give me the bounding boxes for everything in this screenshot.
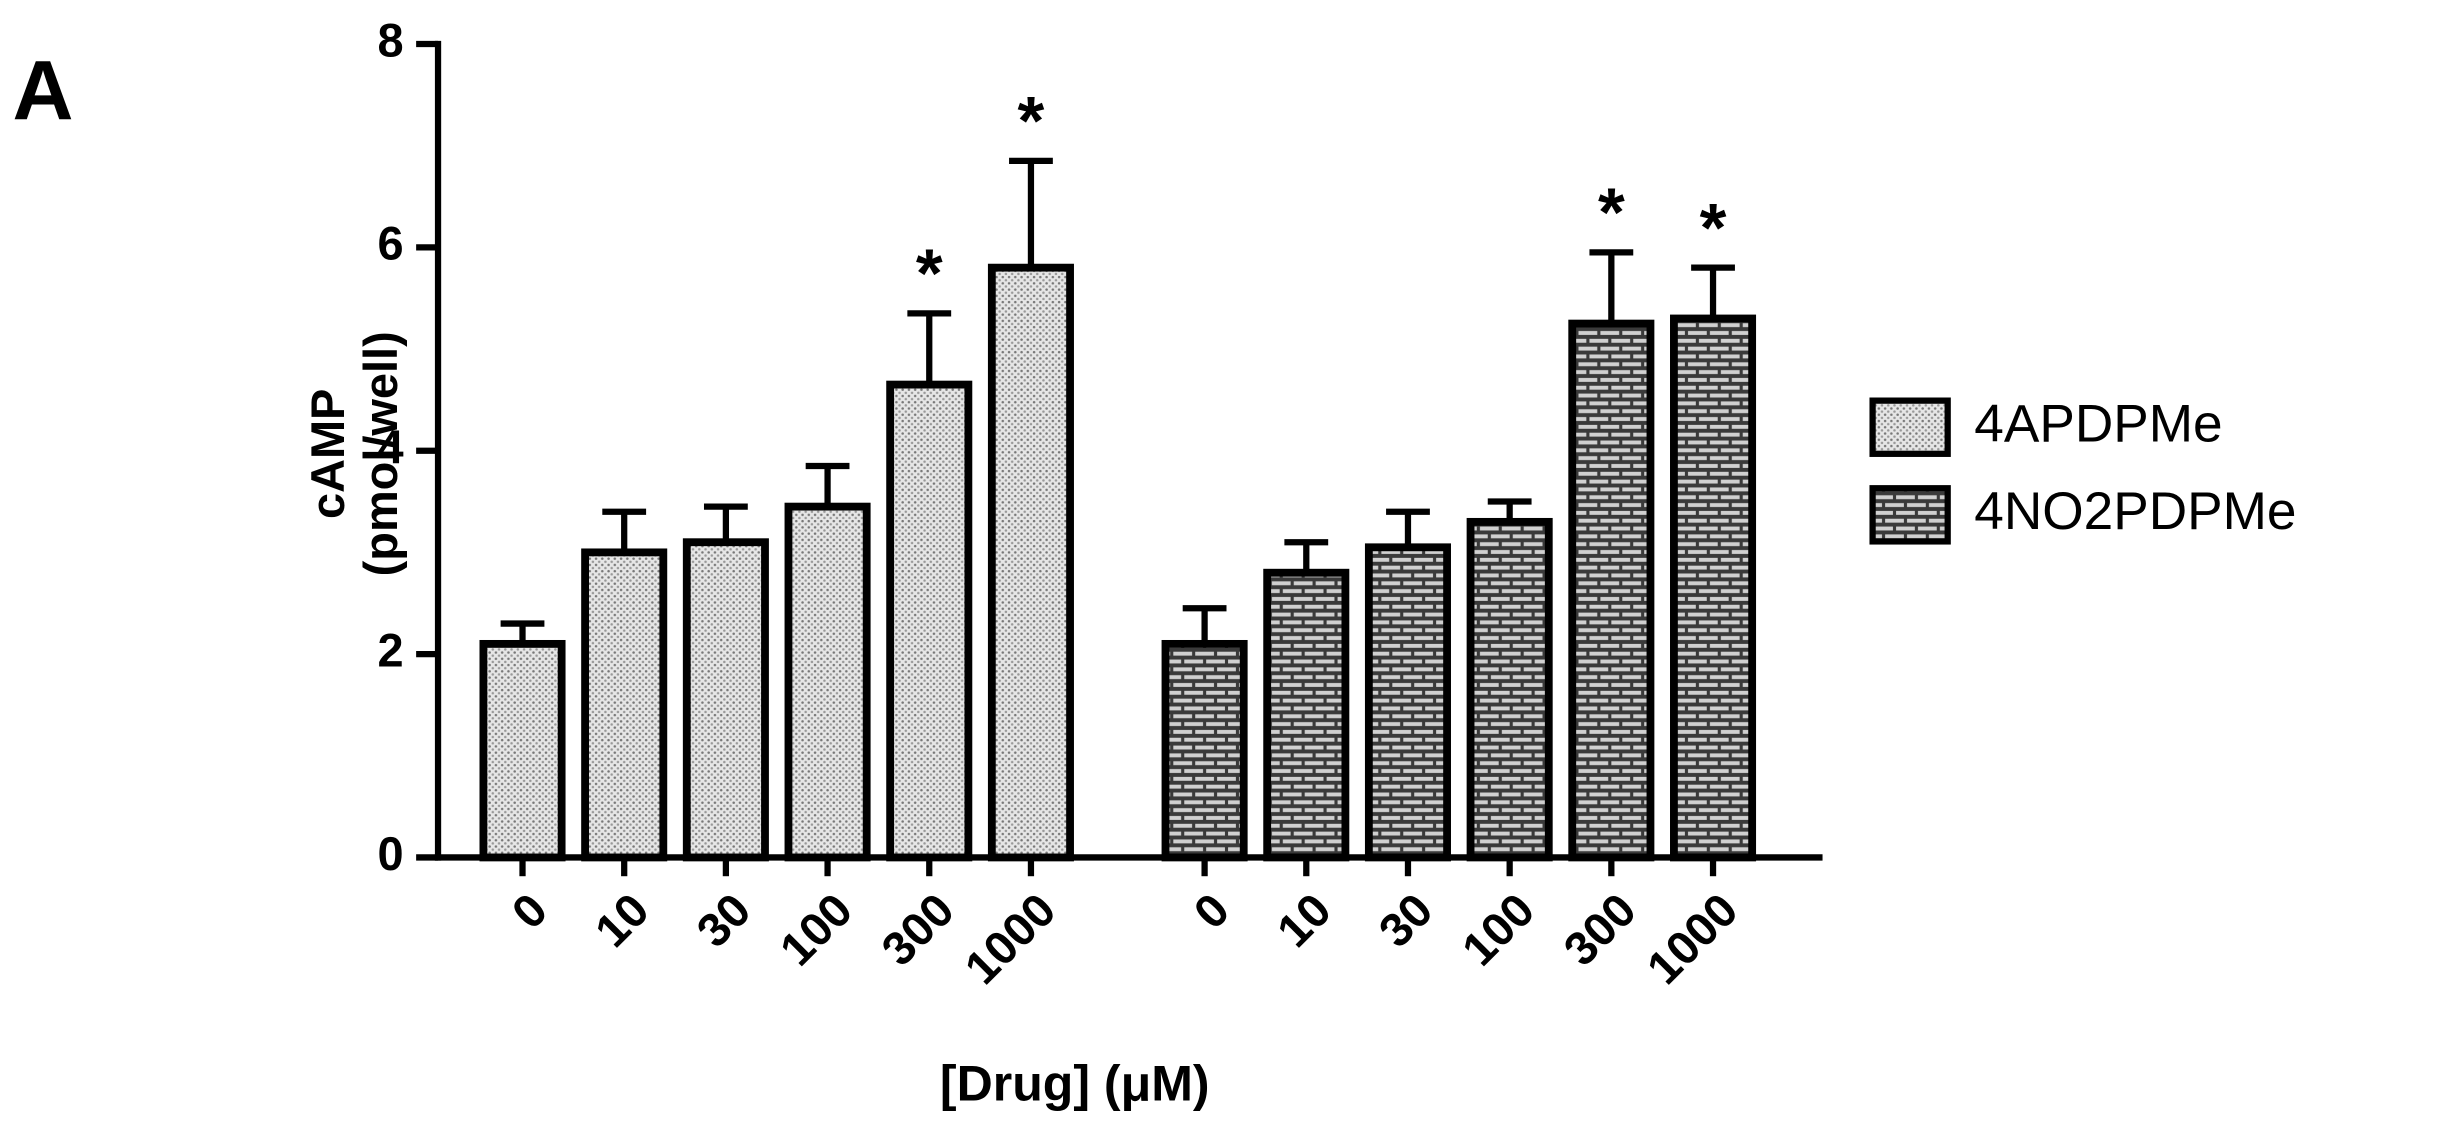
x-tick-label: 0 — [502, 883, 557, 938]
x-tick-label: 1000 — [955, 883, 1066, 994]
bar — [1161, 639, 1248, 862]
x-tick-label: 1000 — [1637, 883, 1748, 994]
bar — [1466, 517, 1553, 862]
x-tick-label: 30 — [687, 883, 761, 957]
bar — [886, 380, 973, 862]
x-tick-label: 10 — [585, 883, 659, 957]
bar — [1670, 314, 1757, 862]
bar — [987, 263, 1074, 862]
bar — [1263, 568, 1350, 862]
bar — [784, 502, 871, 862]
x-tick-label: 30 — [1369, 883, 1443, 957]
x-axis-label: [Drug] (μM) — [940, 1056, 1210, 1112]
panel-label: A — [13, 43, 74, 137]
x-tick-label: 100 — [1452, 883, 1544, 975]
significance-marker: * — [1018, 83, 1045, 160]
legend-label: 4NO2PDPMe — [1974, 482, 2296, 541]
y-tick-label: 6 — [378, 218, 404, 270]
bar — [1364, 543, 1451, 862]
x-tick-label: 0 — [1184, 883, 1239, 938]
bar — [1568, 319, 1655, 862]
significance-marker: * — [1700, 189, 1727, 266]
y-axis-label: cAMP — [302, 389, 354, 519]
legend-swatch — [1869, 485, 1951, 545]
x-tick-label: 100 — [770, 883, 862, 975]
y-axis-label: (pmol/well) — [355, 331, 407, 576]
x-tick-label: 300 — [1554, 883, 1646, 975]
x-tick-label: 10 — [1267, 883, 1341, 957]
significance-marker: * — [916, 235, 943, 312]
y-tick-label: 2 — [378, 624, 404, 676]
bar — [479, 639, 566, 862]
y-tick-label: 8 — [378, 14, 404, 66]
legend-swatch — [1869, 397, 1951, 457]
legend-label: 4APDPMe — [1974, 394, 2222, 453]
x-tick-label: 300 — [872, 883, 964, 975]
bar — [581, 548, 668, 862]
y-tick-label: 0 — [378, 828, 404, 880]
y-tick-label: 4 — [378, 421, 404, 473]
bar — [682, 538, 769, 862]
significance-marker: * — [1598, 174, 1625, 251]
